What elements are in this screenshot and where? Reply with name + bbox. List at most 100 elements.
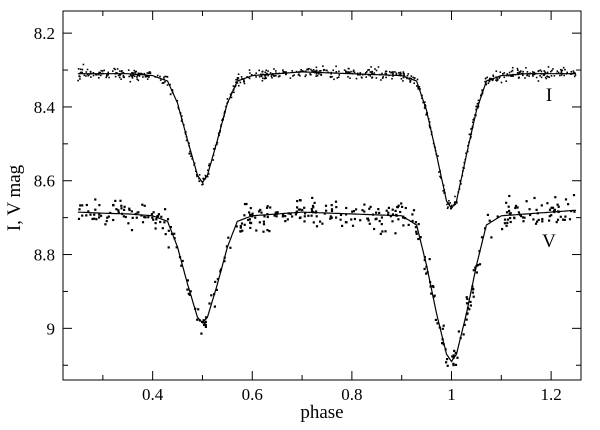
data-point	[188, 293, 191, 296]
data-point	[367, 74, 370, 76]
data-point	[517, 77, 520, 79]
data-point	[359, 219, 362, 222]
data-point	[104, 223, 107, 226]
data-point	[379, 232, 382, 235]
data-point	[128, 207, 131, 210]
data-point	[81, 204, 84, 207]
data-point	[525, 200, 528, 203]
data-point	[574, 72, 576, 74]
data-point	[407, 223, 410, 226]
data-point	[506, 218, 509, 221]
data-point	[154, 227, 157, 230]
data-point	[460, 183, 462, 185]
data-point	[516, 206, 519, 209]
data-point	[204, 320, 207, 323]
data-point	[304, 75, 306, 78]
data-point	[93, 217, 96, 220]
data-point	[204, 325, 207, 328]
data-point	[260, 73, 262, 76]
data-point	[307, 68, 309, 71]
data-point	[407, 73, 410, 75]
data-point	[452, 354, 455, 357]
data-point	[159, 75, 161, 78]
data-point	[345, 71, 347, 73]
data-point	[532, 75, 534, 77]
data-point	[560, 74, 563, 76]
data-point	[255, 229, 258, 232]
data-point	[229, 93, 232, 95]
data-point	[241, 229, 244, 232]
data-point	[447, 206, 449, 208]
data-point	[166, 84, 169, 86]
data-point	[499, 71, 502, 73]
data-point	[221, 119, 223, 121]
data-point	[239, 226, 242, 229]
data-point	[176, 99, 179, 102]
data-point	[223, 260, 226, 263]
data-point	[131, 76, 133, 78]
data-point	[150, 213, 153, 216]
data-point	[540, 70, 543, 73]
data-point	[408, 78, 410, 80]
data-point	[135, 70, 137, 73]
data-point	[346, 71, 348, 73]
data-point	[568, 218, 572, 221]
data-point	[255, 72, 257, 74]
data-point	[94, 208, 97, 211]
data-point	[537, 70, 540, 72]
data-point	[456, 202, 458, 204]
data-point	[422, 101, 424, 104]
data-point	[116, 68, 119, 70]
data-point	[148, 71, 150, 74]
data-point	[311, 204, 315, 207]
data-point	[330, 216, 333, 219]
data-point	[227, 236, 230, 239]
data-point	[277, 75, 280, 78]
data-point	[308, 67, 310, 70]
data-point	[496, 77, 498, 80]
data-point	[402, 72, 405, 75]
data-point	[510, 75, 513, 77]
data-point	[323, 212, 326, 215]
data-point	[311, 196, 314, 199]
data-point	[198, 174, 201, 176]
data-point	[210, 294, 213, 297]
data-point	[334, 200, 338, 203]
data-point	[243, 214, 246, 217]
data-point	[296, 206, 299, 209]
data-point	[216, 143, 218, 146]
data-point	[477, 105, 480, 107]
data-point	[545, 77, 548, 80]
data-point	[305, 74, 307, 76]
data-point	[566, 71, 568, 74]
data-point	[122, 215, 125, 218]
data-point	[213, 305, 216, 308]
data-point	[87, 74, 89, 77]
model-curve	[77, 209, 577, 363]
data-point	[198, 177, 200, 180]
data-point	[236, 78, 239, 81]
data-point	[294, 213, 297, 216]
data-point	[164, 233, 167, 236]
data-point	[147, 216, 150, 219]
data-point	[236, 82, 239, 84]
data-point	[411, 213, 414, 216]
data-point	[562, 66, 565, 69]
data-point	[446, 203, 448, 206]
data-point	[351, 210, 354, 213]
data-point	[299, 199, 302, 202]
data-point	[509, 220, 512, 224]
data-point	[258, 221, 261, 224]
data-point	[509, 217, 512, 220]
data-point	[270, 75, 273, 77]
data-point	[269, 72, 272, 74]
data-point	[419, 236, 422, 239]
data-point	[363, 203, 366, 206]
data-point	[188, 152, 190, 155]
data-point	[417, 223, 420, 226]
data-point	[292, 75, 294, 77]
data-point	[384, 230, 387, 233]
data-point	[146, 72, 149, 74]
data-point	[468, 308, 471, 311]
data-point	[249, 221, 252, 224]
